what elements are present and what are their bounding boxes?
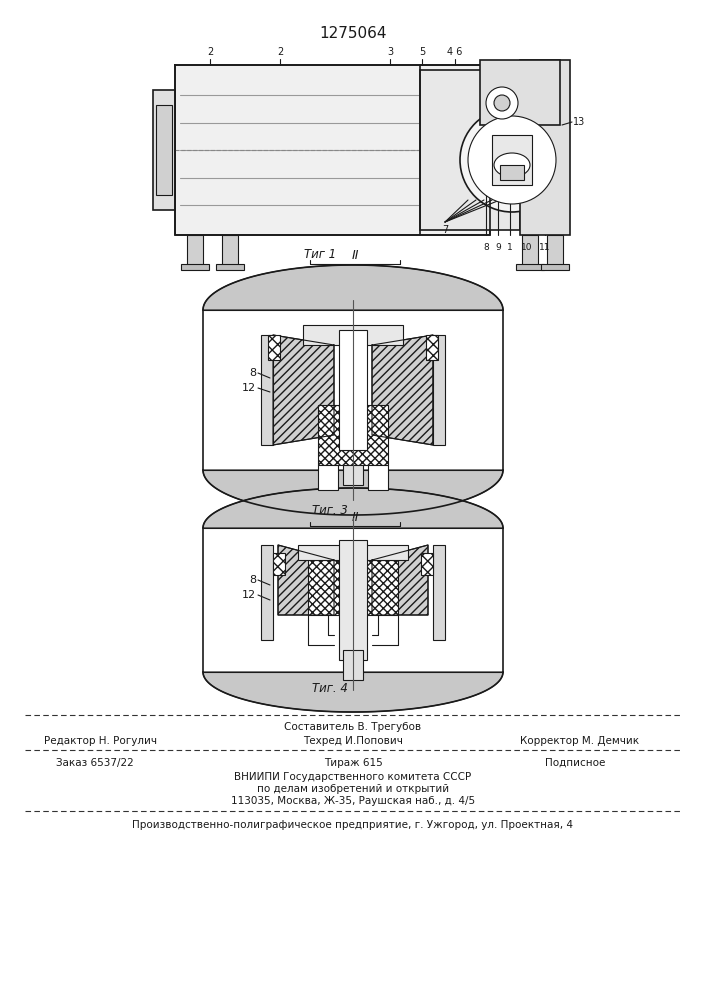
Bar	[420, 70, 520, 230]
Text: Τиг. 4: Τиг. 4	[312, 682, 348, 694]
Text: 2: 2	[207, 47, 213, 57]
Bar	[156, 105, 172, 195]
Polygon shape	[278, 545, 334, 615]
Bar	[421, 553, 433, 575]
Text: 8: 8	[249, 575, 256, 585]
Bar	[261, 335, 273, 445]
Ellipse shape	[494, 153, 530, 177]
Bar	[433, 335, 445, 445]
Text: 7: 7	[442, 225, 448, 235]
Text: 11: 11	[539, 243, 551, 252]
Bar	[433, 545, 445, 640]
Bar	[492, 135, 532, 185]
Ellipse shape	[468, 116, 556, 204]
Text: 12: 12	[242, 590, 256, 600]
Text: Техред И.Попович: Техред И.Попович	[303, 736, 403, 746]
Bar	[153, 90, 175, 210]
Polygon shape	[273, 335, 334, 445]
Bar	[318, 465, 338, 490]
Bar	[181, 264, 209, 270]
Text: Корректор М. Демчик: Корректор М. Демчик	[520, 736, 640, 746]
Bar	[216, 264, 244, 270]
Text: Редактор Н. Рогулич: Редактор Н. Рогулич	[44, 736, 156, 746]
Bar	[547, 235, 563, 265]
Bar	[222, 235, 238, 265]
Text: Составитель В. Трегубов: Составитель В. Трегубов	[284, 722, 421, 732]
Text: по делам изобретений и открытий: по делам изобретений и открытий	[257, 784, 449, 794]
Bar	[339, 540, 367, 660]
Polygon shape	[372, 545, 428, 615]
Bar	[480, 60, 560, 125]
Text: 3: 3	[387, 47, 393, 57]
Bar	[175, 65, 490, 235]
Text: Подписное: Подписное	[545, 758, 605, 768]
Polygon shape	[203, 488, 503, 528]
Bar	[261, 545, 273, 640]
Text: 1: 1	[507, 243, 513, 252]
Text: 9: 9	[495, 243, 501, 252]
Bar	[520, 60, 570, 235]
Text: 8: 8	[483, 243, 489, 252]
Bar	[308, 560, 398, 615]
Text: 10: 10	[521, 243, 533, 252]
Text: Заказ 6537/22: Заказ 6537/22	[56, 758, 134, 768]
Text: 8: 8	[249, 368, 256, 378]
Bar	[303, 325, 403, 345]
Bar	[268, 335, 280, 360]
Text: Τиг. 3: Τиг. 3	[312, 504, 348, 516]
Polygon shape	[372, 335, 433, 445]
Text: 1275064: 1275064	[320, 25, 387, 40]
Ellipse shape	[486, 87, 518, 119]
Ellipse shape	[460, 108, 564, 212]
Text: 13: 13	[573, 117, 585, 127]
Text: 5: 5	[419, 47, 425, 57]
Text: Производственно-полиграфическое предприятие, г. Ужгород, ул. Проектная, 4: Производственно-полиграфическое предприя…	[132, 820, 573, 830]
Bar	[318, 405, 388, 465]
Bar	[368, 465, 388, 490]
Text: ВНИИПИ Государственного комитета СССР: ВНИИПИ Государственного комитета СССР	[235, 772, 472, 782]
Bar	[516, 264, 544, 270]
Text: II: II	[351, 511, 358, 524]
Text: II: II	[351, 249, 358, 262]
Polygon shape	[203, 470, 503, 515]
Bar	[343, 465, 363, 485]
Ellipse shape	[494, 95, 510, 111]
Bar	[500, 165, 524, 180]
Bar	[339, 330, 367, 450]
Text: 113035, Москва, Ж-35, Раушская наб., д. 4/5: 113035, Москва, Ж-35, Раушская наб., д. …	[231, 796, 475, 806]
Polygon shape	[203, 672, 503, 712]
Text: 4 6: 4 6	[448, 47, 462, 57]
Bar	[273, 553, 285, 575]
Bar	[343, 650, 363, 680]
Bar	[522, 235, 538, 265]
Bar	[541, 264, 569, 270]
Polygon shape	[203, 265, 503, 310]
Text: Τиг 1: Τиг 1	[304, 248, 336, 261]
Text: 12: 12	[242, 383, 256, 393]
Bar	[298, 545, 408, 560]
Text: 2: 2	[277, 47, 283, 57]
Bar	[187, 235, 203, 265]
Bar	[426, 335, 438, 360]
Text: Тираж 615: Тираж 615	[324, 758, 382, 768]
